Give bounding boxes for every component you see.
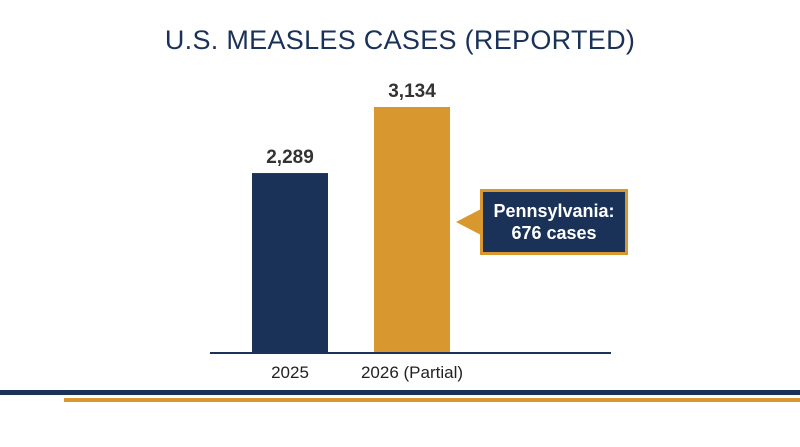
bar-2026-partial	[374, 107, 450, 352]
category-label: 2025	[271, 363, 309, 382]
callout-line-1: Pennsylvania:	[493, 201, 615, 221]
value-label: 2,289	[266, 147, 314, 168]
value-label: 3,134	[388, 81, 436, 102]
footer-stripe-navy	[0, 390, 800, 395]
callout-line-2: 676 cases	[511, 223, 597, 243]
callout-pointer	[456, 209, 481, 235]
category-label: 2026 (Partial)	[361, 363, 463, 382]
bar-2025	[252, 173, 328, 352]
pennsylvania-callout: Pennsylvania: 676 cases	[480, 189, 628, 255]
chart-title: U.S. MEASLES CASES (REPORTED)	[164, 25, 636, 55]
footer-stripe-gold	[64, 398, 800, 402]
